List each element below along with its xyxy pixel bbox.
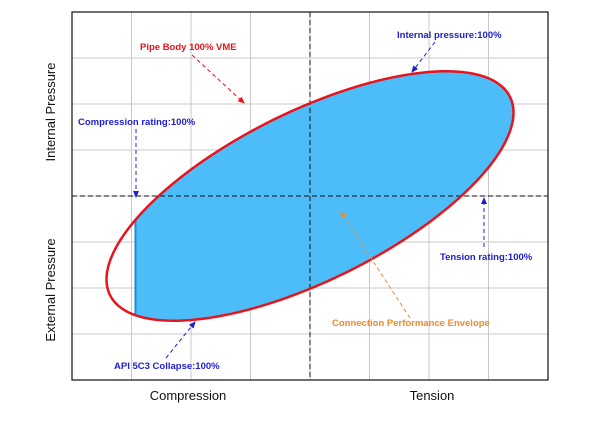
internal-pressure-leader <box>411 41 436 73</box>
pipe-body-vme-ellipse <box>105 70 515 322</box>
envelope-leader <box>340 211 411 319</box>
collapse-annotation: API 5C3 Collapse:100% <box>114 361 220 372</box>
annotation-leaders <box>133 41 487 359</box>
vme-annotation: Pipe Body 100% VME <box>140 42 237 53</box>
collapse-leader <box>165 321 196 359</box>
vme-leader <box>191 54 245 104</box>
x-label-compression: Compression <box>150 388 227 403</box>
tension-rating-annotation: Tension rating:100% <box>440 252 533 263</box>
y-label-external-pressure: External Pressure <box>43 238 58 341</box>
compression-rating-annotation: Compression rating:100% <box>78 117 196 128</box>
internal-pressure-annotation: Internal pressure:100% <box>397 30 502 41</box>
annotation-labels: Pipe Body 100% VME Internal pressure:100… <box>78 30 533 372</box>
envelope-annotation: Connection Performance Envelope <box>332 318 490 329</box>
plot-area <box>72 12 548 380</box>
plot-frame <box>71 11 549 381</box>
x-label-tension: Tension <box>410 388 455 403</box>
y-label-internal-pressure: Internal Pressure <box>43 63 58 162</box>
